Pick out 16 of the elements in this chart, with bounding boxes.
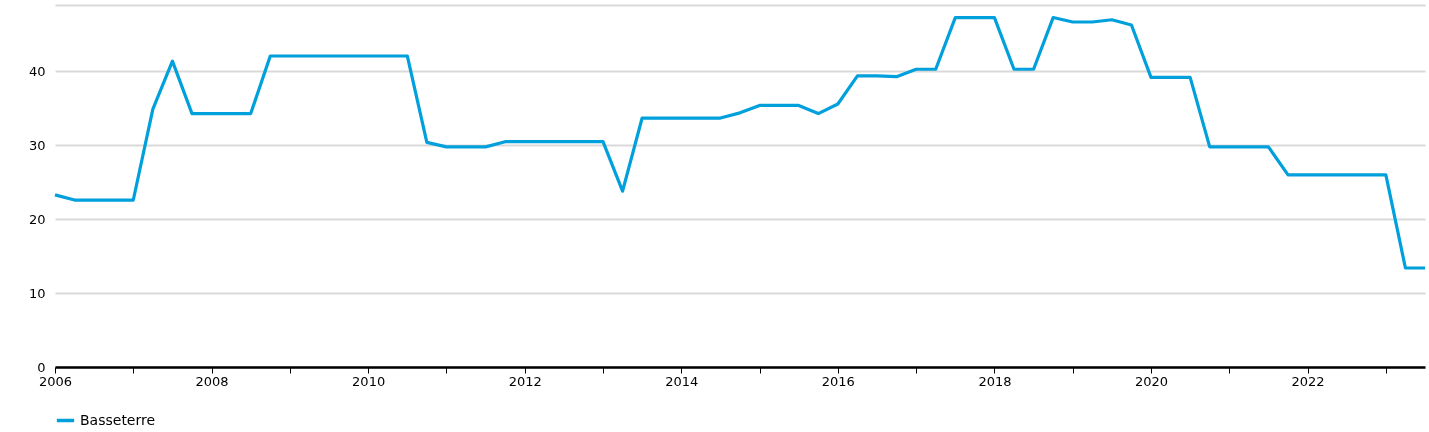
x-tick-label: 2010 [352,373,386,389]
y-tick-label: 30 [28,137,46,153]
x-tick-label: 2018 [978,373,1012,389]
y-tick-label: 10 [28,285,46,301]
x-tick-label: 2016 [821,373,855,389]
x-tick-label: 2022 [1291,373,1325,389]
y-tick-label: 40 [28,63,46,79]
y-tick-label: 0 [37,359,46,375]
x-tick-label: 2006 [38,373,73,389]
legend-label: Basseterre [80,411,156,428]
x-tick-label: 2008 [195,373,229,389]
x-tick-label: 2012 [508,373,542,389]
line-series [53,15,1427,270]
y-tick-label: 20 [28,211,46,227]
x-tick-label: 2014 [665,373,699,389]
x-tick-label: 2020 [1134,373,1169,389]
